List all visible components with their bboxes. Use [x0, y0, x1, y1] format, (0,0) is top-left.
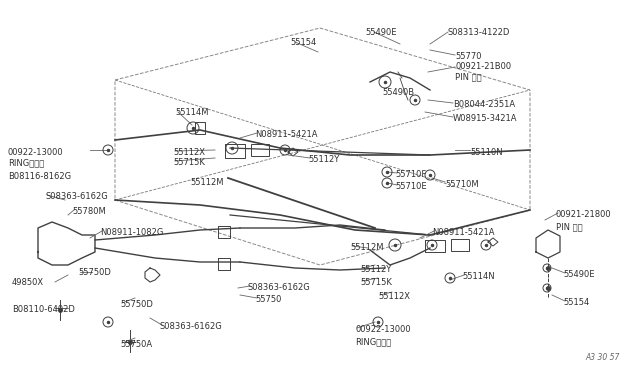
- Text: B08110-6402D: B08110-6402D: [12, 305, 75, 314]
- Text: B08116-8162G: B08116-8162G: [8, 172, 71, 181]
- Text: 55112M: 55112M: [190, 178, 223, 187]
- Text: 55112Y: 55112Y: [308, 155, 339, 164]
- Text: 55715K: 55715K: [173, 158, 205, 167]
- Text: 55154: 55154: [563, 298, 589, 307]
- Text: 55114N: 55114N: [462, 272, 495, 281]
- Text: RINGリング: RINGリング: [355, 337, 391, 346]
- Text: 00922-13000: 00922-13000: [355, 325, 411, 334]
- Text: 55750D: 55750D: [78, 268, 111, 277]
- Text: S08363-6162G: S08363-6162G: [45, 192, 108, 201]
- Text: 55114M: 55114M: [175, 108, 209, 117]
- Text: 55490E: 55490E: [563, 270, 595, 279]
- Text: S08313-4122D: S08313-4122D: [448, 28, 510, 37]
- Text: N08911-5421A: N08911-5421A: [432, 228, 495, 237]
- Text: 55110N: 55110N: [470, 148, 502, 157]
- Text: S08363-6162G: S08363-6162G: [160, 322, 223, 331]
- Text: 55112X: 55112X: [173, 148, 205, 157]
- Text: 55710E: 55710E: [395, 182, 427, 191]
- Text: S08363-6162G: S08363-6162G: [248, 283, 311, 292]
- Text: A3 30 57: A3 30 57: [586, 353, 620, 362]
- Text: RINGリング: RINGリング: [8, 158, 44, 167]
- Text: W08915-3421A: W08915-3421A: [453, 114, 518, 123]
- Text: 55710F: 55710F: [395, 170, 426, 179]
- Text: N08911-5421A: N08911-5421A: [255, 130, 317, 139]
- Text: 55750A: 55750A: [120, 340, 152, 349]
- Text: PIN ピン: PIN ピン: [455, 72, 482, 81]
- Text: 55112X: 55112X: [378, 292, 410, 301]
- Text: 55710M: 55710M: [445, 180, 479, 189]
- Bar: [251, 144, 269, 156]
- Text: 00921-21B00: 00921-21B00: [455, 62, 511, 71]
- Text: 55490B: 55490B: [382, 88, 414, 97]
- Text: 55112M: 55112M: [350, 243, 383, 252]
- Text: 55490E: 55490E: [365, 28, 397, 37]
- Text: 00922-13000: 00922-13000: [8, 148, 63, 157]
- Text: PIN ピン: PIN ピン: [556, 222, 582, 231]
- Text: 55154: 55154: [290, 38, 316, 47]
- Text: 49850X: 49850X: [12, 278, 44, 287]
- Text: N08911-1082G: N08911-1082G: [100, 228, 163, 237]
- Text: 55750D: 55750D: [120, 300, 153, 309]
- Text: 55750: 55750: [255, 295, 282, 304]
- Text: 00921-21800: 00921-21800: [556, 210, 612, 219]
- Text: 55112Y: 55112Y: [360, 265, 391, 274]
- Text: 55780M: 55780M: [72, 207, 106, 216]
- Text: B08044-2351A: B08044-2351A: [453, 100, 515, 109]
- Text: 55715K: 55715K: [360, 278, 392, 287]
- Text: 55770: 55770: [455, 52, 481, 61]
- Bar: [451, 239, 469, 251]
